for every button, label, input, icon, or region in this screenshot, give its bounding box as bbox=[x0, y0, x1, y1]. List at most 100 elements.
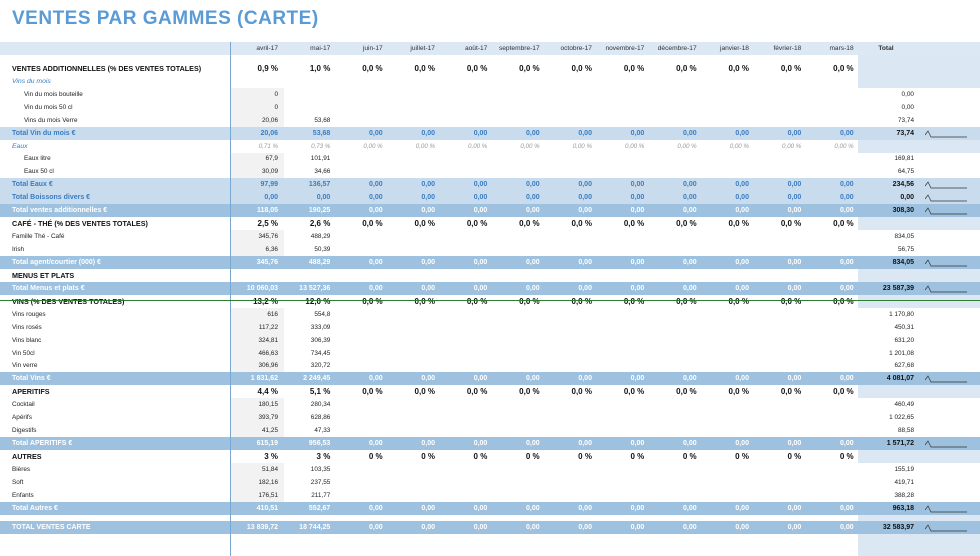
cell-value[interactable]: 34,66 bbox=[314, 168, 331, 176]
cell-value[interactable]: 0,0 % bbox=[728, 296, 749, 306]
cell-value[interactable] bbox=[335, 308, 387, 321]
cell-value[interactable]: 0 % bbox=[473, 452, 488, 462]
cell-value[interactable]: 0,00 bbox=[840, 129, 854, 137]
cell-value[interactable]: 0,00 bbox=[421, 523, 435, 531]
cell-value[interactable]: 117,22 bbox=[258, 323, 278, 331]
row-total[interactable]: 0,00 bbox=[900, 194, 914, 202]
column-header[interactable]: mars-18 bbox=[829, 44, 854, 52]
column-header[interactable]: octobre-17 bbox=[560, 44, 592, 52]
row-label[interactable]: Total Menus et plats € bbox=[12, 284, 85, 292]
row-total[interactable]: 450,31 bbox=[894, 323, 914, 331]
cell-value[interactable] bbox=[596, 398, 648, 411]
cell-value[interactable] bbox=[806, 360, 858, 373]
cell-value[interactable]: 0,00 bbox=[526, 440, 540, 448]
cell-value[interactable]: 0,00 bbox=[369, 523, 383, 531]
cell-value[interactable]: 0,00 bbox=[264, 194, 278, 202]
cell-value[interactable]: 0,0 % bbox=[833, 296, 854, 306]
cell-value[interactable]: 0,00 bbox=[526, 504, 540, 512]
cell-value[interactable] bbox=[544, 308, 596, 321]
row-label[interactable]: Vins du mois bbox=[12, 77, 51, 85]
cell-value[interactable] bbox=[439, 424, 491, 437]
cell-value[interactable] bbox=[753, 411, 805, 424]
cell-value[interactable]: 0,0 % bbox=[728, 387, 749, 397]
cell-value[interactable]: 0,00 bbox=[421, 258, 435, 266]
cell-value[interactable]: 0,0 % bbox=[414, 63, 435, 73]
row-total[interactable]: 631,20 bbox=[894, 336, 914, 344]
cell-value[interactable]: 0,00 % bbox=[520, 142, 540, 150]
cell-value[interactable]: 956,53 bbox=[308, 440, 331, 448]
cell-value[interactable] bbox=[753, 347, 805, 360]
cell-value[interactable] bbox=[806, 269, 858, 282]
cell-value[interactable]: 0,00 bbox=[473, 523, 488, 531]
cell-value[interactable]: 0,00 bbox=[787, 258, 802, 266]
cell-value[interactable]: 3 % bbox=[316, 452, 331, 462]
cell-value[interactable]: 50,39 bbox=[314, 246, 331, 254]
cell-value[interactable]: 0 bbox=[274, 103, 278, 111]
cell-value[interactable] bbox=[753, 360, 805, 373]
cell-value[interactable] bbox=[701, 321, 753, 334]
cell-value[interactable] bbox=[387, 88, 439, 101]
cell-value[interactable]: 190,25 bbox=[308, 207, 331, 215]
cell-value[interactable] bbox=[492, 153, 544, 166]
row-total[interactable] bbox=[858, 269, 916, 282]
row-label[interactable]: Bières bbox=[12, 465, 31, 473]
cell-value[interactable]: 2,5 % bbox=[257, 219, 278, 229]
row-total[interactable]: 1 571,72 bbox=[886, 440, 914, 448]
cell-value[interactable] bbox=[806, 398, 858, 411]
cell-value[interactable] bbox=[753, 463, 805, 476]
cell-value[interactable]: 0,00 % bbox=[415, 142, 435, 150]
cell-value[interactable] bbox=[544, 165, 596, 178]
row-total[interactable]: 388,28 bbox=[894, 491, 914, 499]
cell-value[interactable] bbox=[596, 88, 648, 101]
cell-value[interactable] bbox=[335, 243, 387, 256]
cell-value[interactable]: 0,00 bbox=[683, 194, 697, 202]
cell-value[interactable]: 0,00 bbox=[630, 181, 645, 189]
cell-value[interactable]: 0,0 % bbox=[676, 63, 697, 73]
cell-value[interactable]: 20,06 bbox=[262, 116, 278, 124]
column-header[interactable]: septembre-17 bbox=[498, 44, 540, 52]
cell-value[interactable]: 0 % bbox=[630, 452, 645, 462]
column-header-total[interactable]: Total bbox=[878, 44, 894, 52]
cell-value[interactable] bbox=[439, 114, 491, 127]
cell-value[interactable]: 0,00 bbox=[369, 181, 383, 189]
cell-value[interactable] bbox=[753, 230, 805, 243]
cell-value[interactable] bbox=[492, 114, 544, 127]
row-total[interactable]: 73,74 bbox=[898, 116, 914, 124]
cell-value[interactable]: 2 249,45 bbox=[303, 375, 331, 383]
cell-value[interactable] bbox=[596, 114, 648, 127]
cell-value[interactable]: 12,0 % bbox=[305, 296, 331, 306]
cell-value[interactable]: 0,0 % bbox=[571, 387, 592, 397]
cell-value[interactable] bbox=[596, 489, 648, 502]
cell-value[interactable] bbox=[335, 424, 387, 437]
cell-value[interactable]: 0,0 % bbox=[519, 63, 540, 73]
column-header[interactable]: décembre-17 bbox=[657, 44, 697, 52]
cell-value[interactable] bbox=[806, 153, 858, 166]
cell-value[interactable] bbox=[439, 75, 491, 88]
cell-value[interactable]: 13,2 % bbox=[253, 296, 278, 306]
row-label[interactable]: Apérifs bbox=[12, 414, 32, 422]
cell-value[interactable] bbox=[649, 165, 701, 178]
row-total[interactable]: 1 170,80 bbox=[889, 310, 914, 318]
cell-value[interactable]: 0,00 bbox=[787, 194, 802, 202]
cell-value[interactable] bbox=[492, 308, 544, 321]
cell-value[interactable]: 0,00 % bbox=[834, 142, 854, 150]
cell-value[interactable]: 0,00 bbox=[526, 284, 540, 292]
cell-value[interactable]: 0,0 % bbox=[414, 219, 435, 229]
cell-value[interactable] bbox=[649, 424, 701, 437]
cell-value[interactable]: 0 % bbox=[525, 452, 540, 462]
cell-value[interactable] bbox=[387, 360, 439, 373]
cell-value[interactable]: 0,00 bbox=[735, 523, 749, 531]
cell-value[interactable]: 320,72 bbox=[310, 362, 331, 370]
cell-value[interactable] bbox=[753, 489, 805, 502]
cell-value[interactable] bbox=[649, 269, 701, 282]
cell-value[interactable] bbox=[753, 88, 805, 101]
cell-value[interactable] bbox=[439, 321, 491, 334]
cell-value[interactable] bbox=[387, 165, 439, 178]
cell-value[interactable] bbox=[492, 101, 544, 114]
cell-value[interactable] bbox=[439, 476, 491, 489]
cell-value[interactable]: 554,8 bbox=[314, 310, 331, 318]
cell-value[interactable]: 0,00 bbox=[473, 440, 488, 448]
cell-value[interactable]: 20,06 bbox=[260, 129, 278, 137]
row-total[interactable]: 1 201,08 bbox=[889, 349, 914, 357]
cell-value[interactable] bbox=[492, 398, 544, 411]
